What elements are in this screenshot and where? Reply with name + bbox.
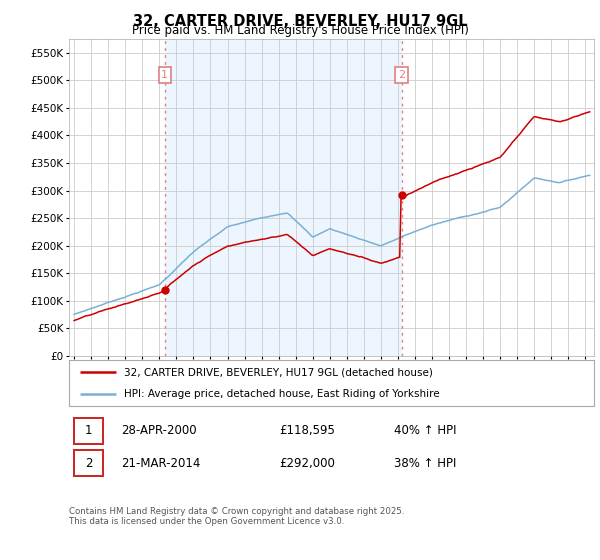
Text: 32, CARTER DRIVE, BEVERLEY, HU17 9GL (detached house): 32, CARTER DRIVE, BEVERLEY, HU17 9GL (de… xyxy=(124,367,433,377)
Text: 1: 1 xyxy=(85,424,92,437)
Text: 32, CARTER DRIVE, BEVERLEY, HU17 9GL: 32, CARTER DRIVE, BEVERLEY, HU17 9GL xyxy=(133,14,467,29)
Text: Contains HM Land Registry data © Crown copyright and database right 2025.
This d: Contains HM Land Registry data © Crown c… xyxy=(69,507,404,526)
FancyBboxPatch shape xyxy=(74,450,103,476)
Text: 1: 1 xyxy=(161,70,168,80)
FancyBboxPatch shape xyxy=(74,418,103,444)
Text: £118,595: £118,595 xyxy=(279,424,335,437)
Text: 28-APR-2000: 28-APR-2000 xyxy=(121,424,197,437)
Text: 21-MAR-2014: 21-MAR-2014 xyxy=(121,457,201,470)
Text: HPI: Average price, detached house, East Riding of Yorkshire: HPI: Average price, detached house, East… xyxy=(124,389,440,399)
Text: 2: 2 xyxy=(398,70,405,80)
Text: 38% ↑ HPI: 38% ↑ HPI xyxy=(395,457,457,470)
Text: 2: 2 xyxy=(85,457,92,470)
Text: Price paid vs. HM Land Registry's House Price Index (HPI): Price paid vs. HM Land Registry's House … xyxy=(131,24,469,37)
Bar xyxy=(165,39,402,356)
Text: £292,000: £292,000 xyxy=(279,457,335,470)
Text: 40% ↑ HPI: 40% ↑ HPI xyxy=(395,424,457,437)
